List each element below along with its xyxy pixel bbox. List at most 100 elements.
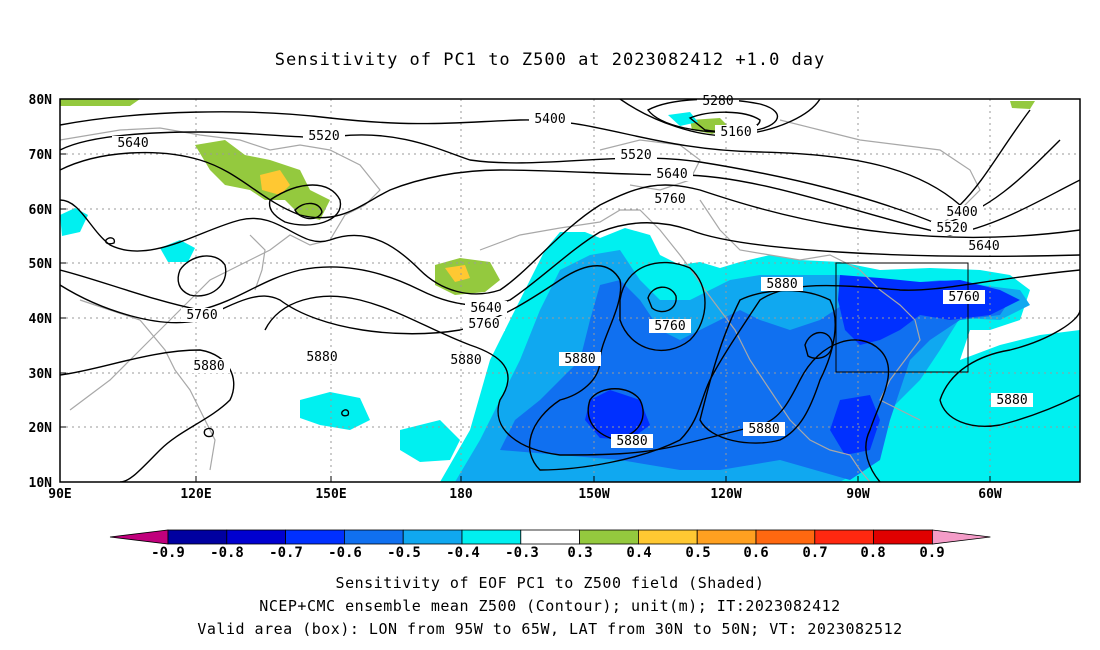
colorbar-swatch [226, 529, 287, 545]
contour-label-text: 5880 [748, 422, 779, 437]
colorbar-swatch [873, 529, 933, 545]
colorbar-label: 0.4 [626, 545, 651, 561]
shading-green-3 [60, 99, 140, 106]
lon-label: 180 [449, 487, 473, 502]
colorbar-labels: -0.9 -0.8 -0.7 -0.6 -0.5 -0.4 -0.3 0.3 0… [151, 545, 945, 561]
contour-label-text: 5880 [996, 393, 1027, 408]
footer-line-3: Valid area (box): LON from 95W to 65W, L… [197, 620, 903, 638]
contour-label: 5520 [931, 221, 973, 236]
lon-label: 150W [578, 487, 609, 502]
contour-label-text: 5640 [470, 301, 501, 316]
contour-label: 5760 [649, 192, 691, 207]
contour-label-text: 5400 [534, 112, 565, 127]
lon-label: 150E [315, 487, 346, 502]
colorbar-swatch [461, 529, 522, 545]
ticks [60, 153, 991, 482]
footer-line-1: Sensitivity of EOF PC1 to Z500 field (Sh… [335, 574, 765, 592]
colorbar-swatch [520, 529, 580, 545]
lat-label: 40N [29, 312, 53, 327]
contour-label-text: 5280 [702, 94, 733, 109]
colorbar-label: -0.3 [505, 545, 539, 561]
contour-label: 5160 [715, 125, 757, 140]
colorbar-low-arrow [109, 529, 169, 545]
colorbar-label: -0.8 [210, 545, 244, 561]
contour-label: 5880 [991, 393, 1033, 408]
map-frame [59, 98, 1081, 483]
colorbar-high-arrow [932, 529, 991, 545]
contour-label-text: 5880 [616, 434, 647, 449]
contour-label: 5880 [611, 434, 653, 449]
grid [60, 99, 1080, 482]
colorbar-label: -0.9 [151, 545, 185, 561]
colorbar-swatch [638, 529, 698, 545]
contour-label-text: 5640 [968, 239, 999, 254]
contour-label: 5280 [697, 94, 739, 109]
contour-label-text: 5760 [948, 290, 979, 305]
contour-label-text: 5400 [946, 205, 977, 220]
contour-label: 5640 [112, 136, 154, 151]
lat-label: 20N [29, 421, 53, 436]
shading-wpac-patch-2 [400, 420, 460, 462]
lat-label: 50N [29, 257, 53, 272]
colorbar-swatch [402, 529, 463, 545]
colorbar-label: -0.5 [387, 545, 421, 561]
contour-label: 5640 [963, 239, 1005, 254]
contour-label: 5520 [303, 129, 345, 144]
contour-label-text: 5880 [306, 350, 337, 365]
contour-label: 5880 [301, 350, 343, 365]
colorbar-label: 0.9 [919, 545, 944, 561]
colorbar-label: 0.6 [743, 545, 768, 561]
contour-label-text: 5760 [654, 192, 685, 207]
chart-title: Sensitivity of PC1 to Z500 at 2023082412… [274, 50, 826, 70]
contour-label: 5760 [649, 319, 691, 334]
contour-label: 5760 [463, 317, 505, 332]
contour-label: 5880 [761, 277, 803, 292]
contour-label-text: 5520 [936, 221, 967, 236]
contour-label: 5760 [181, 308, 223, 323]
valid-area-box [835, 262, 969, 373]
contour-label-text: 5160 [720, 125, 751, 140]
colorbar-swatch [285, 529, 345, 545]
colorbar-swatch [696, 529, 757, 545]
contour-label: 5880 [445, 353, 487, 368]
footer-line-2: NCEP+CMC ensemble mean Z500 (Contour); u… [259, 597, 841, 615]
lat-labels: 80N 70N 60N 50N 40N 30N 20N 10N [29, 93, 53, 491]
contour-label-text: 5880 [193, 359, 224, 374]
lon-label: 90W [846, 487, 870, 502]
lon-label: 60W [978, 487, 1002, 502]
lat-label: 30N [29, 367, 53, 382]
lon-label: 120W [710, 487, 741, 502]
colorbar-label: 0.8 [860, 545, 885, 561]
lon-labels: 90E 120E 150E 180 150W 120W 90W 60W [48, 487, 1002, 502]
contour-label: 5520 [615, 148, 657, 163]
colorbar [109, 529, 991, 545]
colorbar-label: -0.6 [328, 545, 362, 561]
contour-label-text: 5760 [186, 308, 217, 323]
contour-label: 5880 [188, 359, 230, 374]
lon-label: 90E [48, 487, 71, 502]
shading-wpac-patch [300, 392, 370, 430]
shading-wpac-patch-3 [60, 208, 88, 236]
shading-yellow-2 [445, 265, 470, 282]
lat-label: 10N [29, 476, 53, 491]
contour-label-text: 5880 [564, 352, 595, 367]
contour-label: 5640 [651, 167, 693, 182]
shading-cyan-arctic [668, 112, 698, 126]
colorbar-swatch [167, 529, 228, 545]
contour-label-text: 5640 [117, 136, 148, 151]
contour-label: 5640 [465, 301, 507, 316]
colorbar-label: 0.3 [567, 545, 592, 561]
colorbar-label: 0.5 [685, 545, 710, 561]
shading-deep-blue-3 [830, 395, 880, 455]
colorbar-swatch [343, 529, 404, 545]
contour-label-text: 5520 [620, 148, 651, 163]
colorbar-label: -0.4 [446, 545, 480, 561]
lon-label: 120E [180, 487, 211, 502]
lat-label: 80N [29, 93, 53, 108]
z500-contours [60, 99, 1080, 482]
contour-label: 5880 [743, 422, 785, 437]
contour-label-text: 5640 [656, 167, 687, 182]
colorbar-swatch [814, 529, 874, 545]
colorbar-swatch [755, 529, 816, 545]
